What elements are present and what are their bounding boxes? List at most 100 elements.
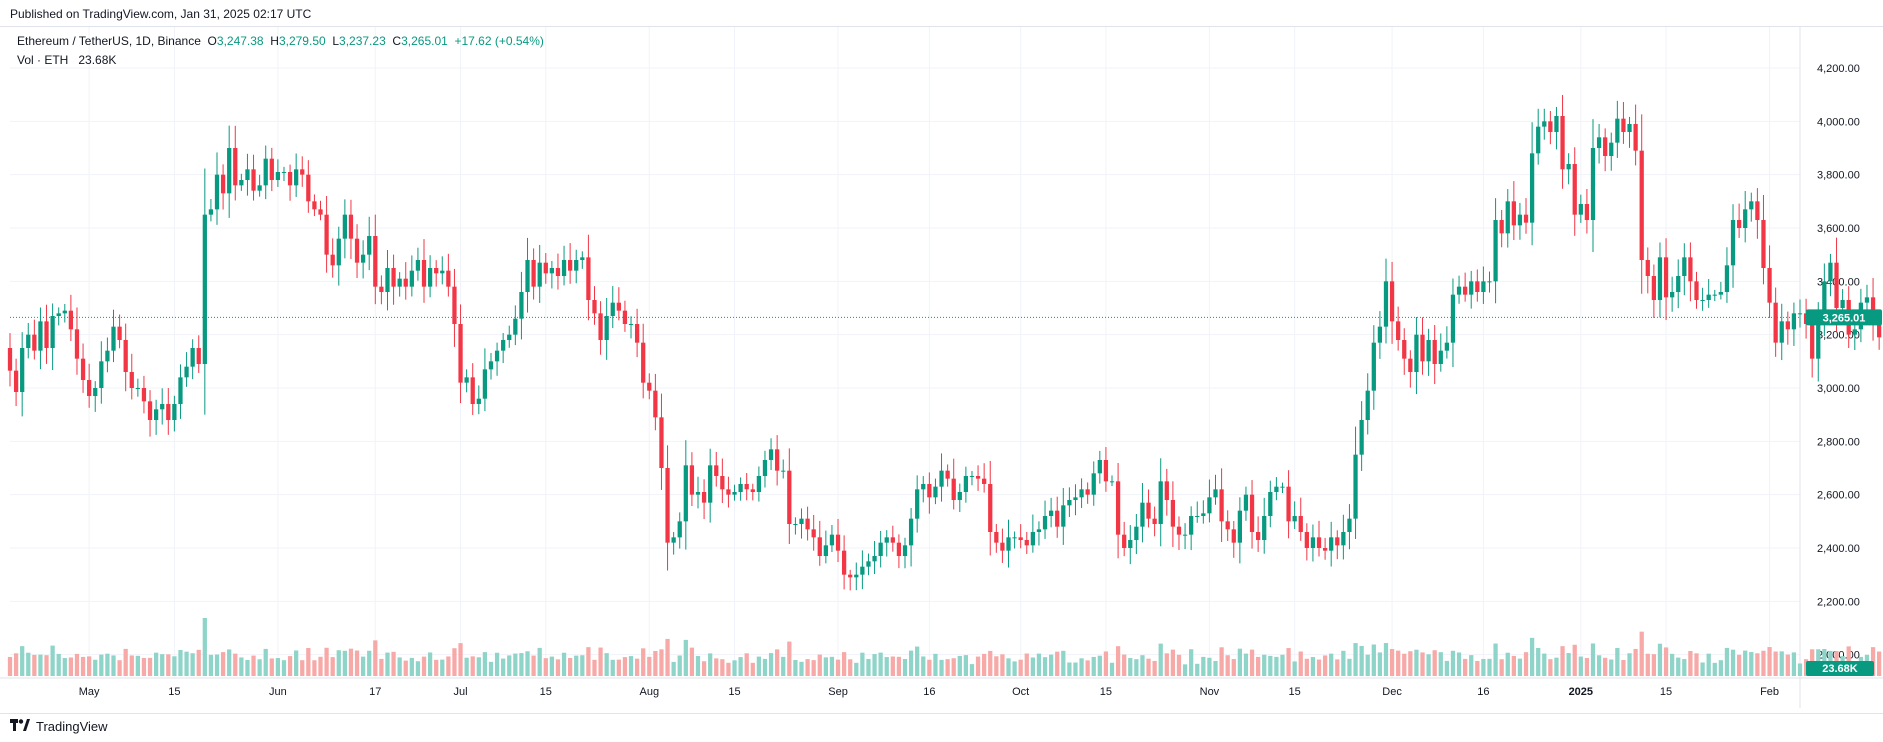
volume-bar [1414, 649, 1419, 676]
candle-body [1189, 516, 1194, 535]
volume-bar [263, 648, 268, 676]
volume-bar [50, 645, 55, 676]
y-tick-label: 3,000.00 [1817, 383, 1860, 395]
x-tick-label: 15 [168, 686, 180, 698]
volume-bar [1353, 643, 1358, 676]
candle-body [367, 236, 372, 255]
candle-body [56, 313, 61, 316]
volume-bar [421, 656, 427, 676]
candle-body [829, 534, 835, 546]
candle-body [957, 492, 962, 500]
candle-body [1517, 214, 1523, 226]
candle-body [1146, 502, 1151, 519]
candle-body [1048, 510, 1054, 516]
volume-bar [1389, 648, 1395, 676]
volume-bar [111, 655, 116, 676]
candle-body [1511, 201, 1516, 226]
candle-body [939, 470, 944, 487]
candle-body [726, 489, 731, 495]
x-tick-label: 2025 [1569, 686, 1593, 698]
volume-bar [1566, 653, 1571, 676]
volume-bar [1639, 631, 1644, 676]
candle-body [1170, 500, 1176, 527]
volume-bar [1249, 649, 1255, 676]
candle-body [896, 542, 902, 556]
volume-bar [1335, 659, 1340, 676]
candle-body [1079, 489, 1084, 498]
candle-body [775, 449, 780, 471]
candle-body [464, 377, 469, 383]
volume-bar [1749, 652, 1754, 676]
candle-body [507, 334, 512, 340]
volume-bar [525, 651, 530, 676]
candle-body [634, 324, 640, 343]
candle-body [281, 172, 287, 173]
candle-body [1463, 286, 1468, 295]
candle-body [129, 372, 134, 388]
y-tick-label: 3,600.00 [1817, 223, 1860, 235]
volume-bar [1383, 643, 1389, 676]
volume-bar [1724, 647, 1730, 676]
candle-body [38, 321, 43, 351]
volume-bar [841, 652, 847, 676]
candle-body [1115, 481, 1121, 535]
candle-body [586, 257, 591, 300]
volume-bar [1219, 647, 1224, 676]
candle-body [848, 574, 853, 578]
candle-body [750, 489, 755, 492]
volume-bar [1042, 657, 1048, 676]
volume-bar [379, 658, 384, 676]
candle-body [1493, 220, 1498, 282]
candle-body [1255, 532, 1261, 540]
candle-body [762, 460, 768, 476]
volume-bar [348, 648, 354, 676]
candle-body [160, 404, 165, 410]
x-tick-label: May [79, 686, 100, 698]
candle-body [1712, 294, 1717, 296]
candle-body [908, 518, 914, 546]
candle-body [537, 262, 542, 287]
volume-bar [610, 659, 615, 676]
volume-bar [586, 647, 591, 676]
volume-bar [7, 656, 13, 676]
candle-body [653, 390, 658, 418]
volume-bar [817, 654, 822, 676]
candle-body [263, 158, 268, 186]
volume-bar [1201, 656, 1206, 676]
candle-body [1036, 529, 1042, 532]
legend-symbol[interactable]: Ethereum / TetherUS, 1D, Binance [17, 34, 201, 48]
volume-bar [1505, 652, 1510, 676]
volume-bar [415, 661, 421, 676]
volume-bar [1688, 650, 1693, 676]
x-tick-label: 17 [369, 686, 381, 698]
candlestick-chart[interactable]: 2,000.002,200.002,400.002,600.002,800.00… [0, 27, 1883, 712]
volume-bar [1596, 655, 1602, 676]
x-tick-label: 15 [1100, 686, 1112, 698]
candle-body [62, 310, 67, 314]
candle-body [494, 350, 500, 362]
volume-bar [1207, 657, 1212, 676]
candle-body [1329, 537, 1334, 551]
y-tick-label: 2,200.00 [1817, 596, 1860, 608]
candle-body [20, 348, 25, 392]
volume-bar [1085, 660, 1090, 676]
volume-bar [793, 659, 798, 676]
volume-bar [38, 654, 43, 676]
volume-bar [166, 654, 171, 676]
volume-bar [1341, 650, 1346, 676]
volume-bar [988, 650, 993, 676]
volume-bar [1115, 646, 1121, 676]
volume-bar [531, 655, 536, 676]
volume-badge-label: 23.68K [1822, 663, 1858, 675]
candle-body [1274, 486, 1279, 492]
volume-bar [1706, 653, 1711, 676]
volume-bar [1176, 654, 1182, 676]
tradingview-footer[interactable]: TradingView [10, 718, 108, 734]
candle-body [1249, 494, 1255, 532]
candle-body [385, 268, 390, 292]
candle-body [1122, 534, 1127, 548]
volume-bar [123, 648, 128, 676]
candle-body [1426, 340, 1431, 362]
volume-legend-label[interactable]: Vol · ETH [17, 53, 69, 67]
candle-body [659, 417, 664, 468]
